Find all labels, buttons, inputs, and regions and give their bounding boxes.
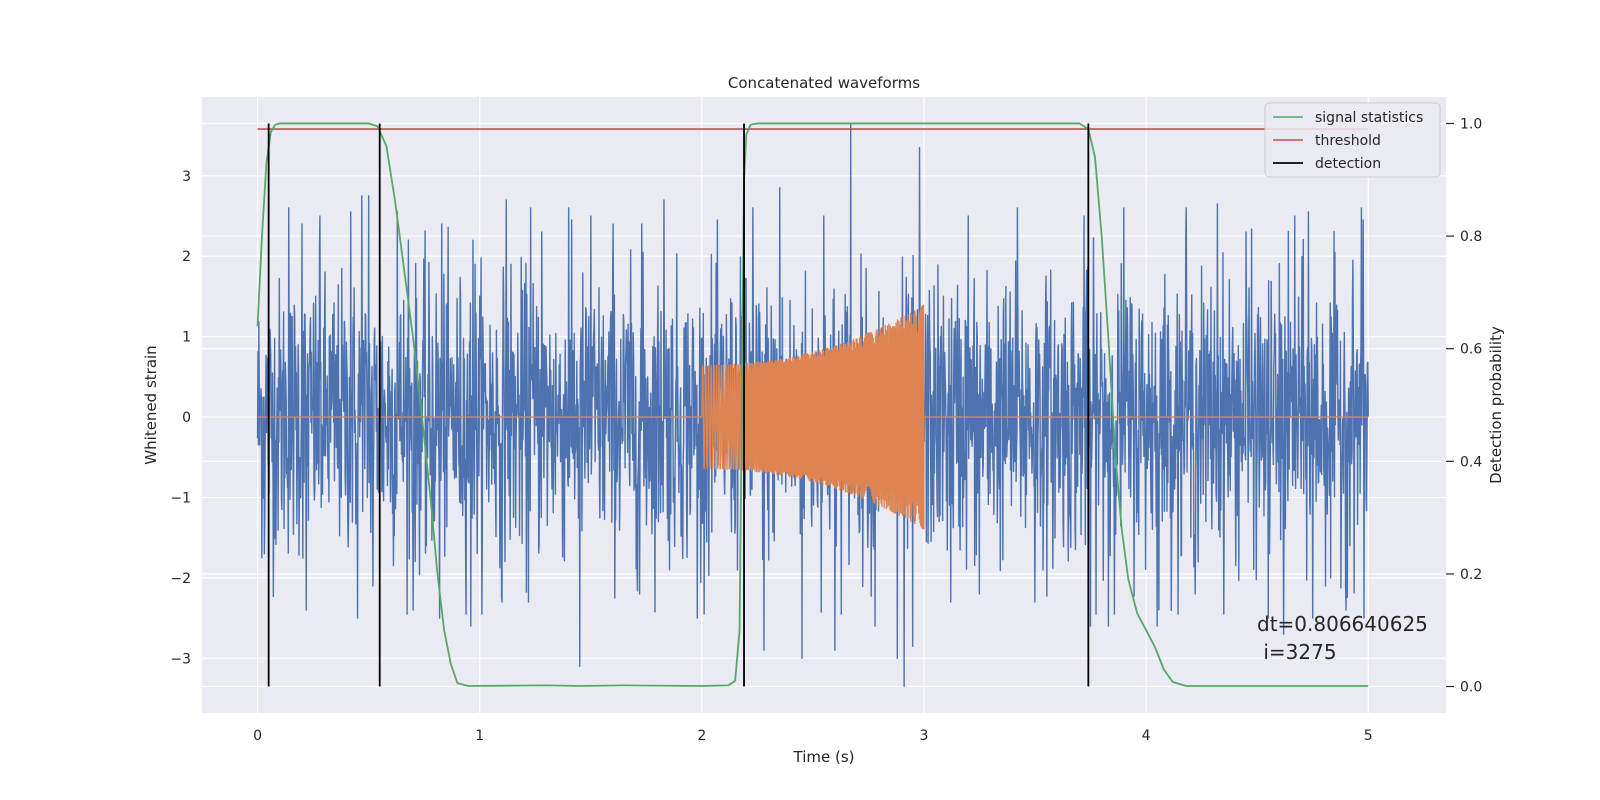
y2-tick-label: 0.2: [1460, 567, 1482, 583]
x-tick-label: 3: [920, 728, 929, 744]
x-tick-label: 2: [697, 728, 706, 744]
y2-axis-label: Detection probability: [1487, 326, 1505, 484]
legend-label-detection: detection: [1315, 156, 1381, 172]
series-signal-statistics: [256, 122, 1369, 687]
y-axis-right: 0.0 0.2 0.4 0.6 0.8 1.0: [1446, 116, 1482, 696]
y-tick-label: −3: [170, 651, 191, 667]
annotation: dt=0.806640625 i=3275: [1257, 612, 1428, 664]
y-tick-label: 1: [182, 330, 191, 346]
y2-tick-label: 1.0: [1460, 116, 1482, 132]
y-tick-label: −1: [170, 490, 191, 506]
legend-label-signal-statistics: signal statistics: [1315, 110, 1423, 126]
annotation-line-2: i=3275: [1257, 640, 1337, 664]
series-injected-signal: [257, 304, 1369, 530]
x-tick-label: 0: [253, 728, 262, 744]
legend-box: [1264, 102, 1441, 178]
plot-series: [256, 122, 1369, 688]
y-axis-label: Whitened strain: [142, 345, 160, 464]
x-axis: 0 1 2 3 4 5: [253, 728, 1373, 744]
y2-tick-label: 0.8: [1460, 229, 1482, 245]
x-axis-label: Time (s): [793, 748, 855, 766]
legend-label-threshold: threshold: [1315, 133, 1381, 149]
y2-tick-label: 0.0: [1460, 680, 1482, 696]
x-tick-label: 5: [1364, 728, 1373, 744]
annotation-line-1: dt=0.806640625: [1257, 612, 1428, 636]
y-tick-label: 3: [182, 169, 191, 185]
y-tick-label: −2: [170, 571, 191, 587]
y-tick-label: 0: [182, 410, 191, 426]
x-tick-label: 4: [1142, 728, 1151, 744]
y2-tick-label: 0.6: [1460, 342, 1482, 358]
y-tick-label: 2: [182, 249, 191, 265]
x-tick-label: 1: [475, 728, 484, 744]
chart-title: Concatenated waveforms: [728, 74, 920, 92]
y2-tick-label: 0.4: [1460, 454, 1482, 470]
y-axis-left: −3 −2 −1 0 1 2 3: [170, 169, 191, 668]
legend: signal statistics threshold detection: [1264, 102, 1441, 178]
